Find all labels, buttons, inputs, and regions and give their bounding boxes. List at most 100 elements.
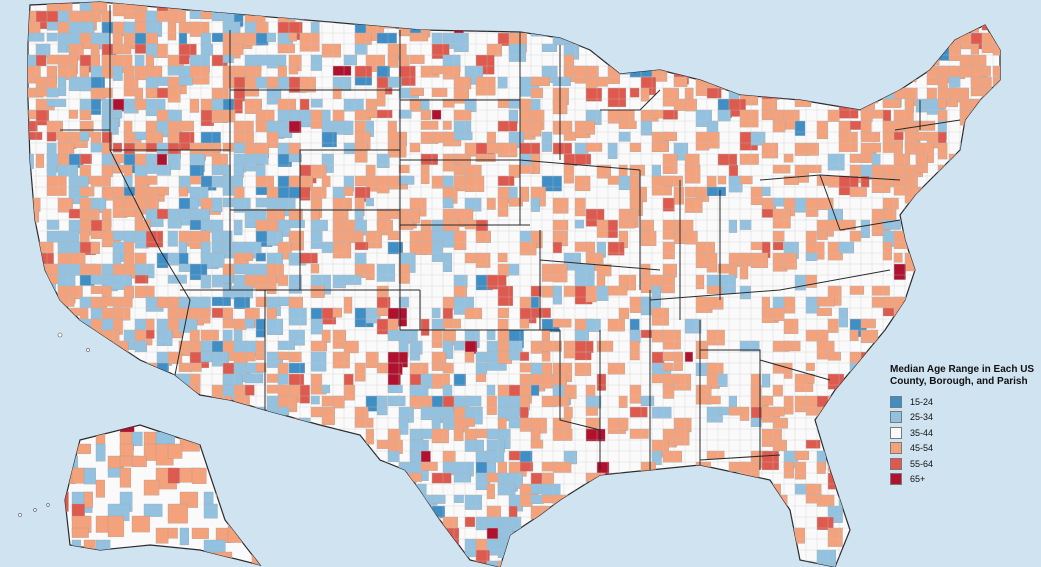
county-cell (167, 467, 180, 484)
county-cell (992, 230, 1000, 251)
county-cell (332, 208, 349, 222)
county-cell (849, 76, 870, 91)
county-cell (629, 527, 646, 544)
county-cell (354, 32, 372, 45)
county-cell (530, 307, 551, 318)
county-cell (387, 494, 408, 510)
county-cell (420, 549, 435, 567)
county-cell (871, 10, 888, 26)
county-cell (321, 439, 331, 451)
county-cell (464, 175, 485, 192)
county-cell (552, 197, 569, 214)
county-cell (200, 329, 219, 341)
county-cell (530, 439, 544, 449)
county-cell (343, 340, 359, 354)
county-cell (277, 274, 289, 286)
county-cell (277, 54, 287, 66)
county-cell (959, 549, 973, 559)
county-cell (112, 351, 127, 361)
county-cell (805, 2, 816, 9)
county-cell (134, 164, 148, 177)
county-cell (68, 109, 78, 119)
county-cell (904, 186, 923, 204)
county-cell (926, 54, 940, 66)
county-cell (651, 549, 662, 559)
county-cell (992, 153, 1000, 163)
county-cell (46, 527, 65, 546)
county-cell (761, 395, 774, 406)
county-cell (239, 443, 251, 456)
county-cell (310, 516, 322, 529)
county-cell (563, 164, 574, 184)
county-cell (838, 21, 852, 39)
county-cell (167, 503, 188, 524)
county-cell (255, 494, 272, 509)
county-cell (409, 560, 430, 567)
county-cell (453, 164, 467, 176)
county-cell (508, 43, 527, 62)
county-cell (992, 285, 1000, 297)
county-cell (574, 527, 586, 537)
county-cell (387, 483, 397, 495)
county-cell (574, 153, 592, 165)
county-cell (398, 560, 411, 567)
county-cell (57, 164, 78, 177)
county-cell (563, 32, 574, 44)
county-cell (442, 527, 460, 548)
county-cell (871, 54, 891, 71)
county-cell (618, 395, 628, 408)
county-cell (28, 120, 38, 132)
county-cell (398, 263, 410, 284)
county-cell (83, 491, 93, 508)
county-cell (409, 483, 427, 502)
county-cell (948, 98, 958, 108)
county-cell (596, 340, 614, 352)
county-cell (519, 560, 539, 567)
county-cell (398, 483, 411, 498)
county-cell (530, 2, 541, 19)
county-cell (167, 87, 181, 103)
county-cell (155, 425, 174, 431)
county-cell (992, 516, 1000, 530)
county-cell (1004, 209, 1016, 225)
county-cell (970, 505, 980, 515)
county-cell (442, 417, 456, 430)
county-cell (772, 439, 787, 452)
map-legend: Median Age Range in Each US County, Boro… (890, 364, 1035, 487)
county-cell (442, 538, 452, 556)
county-cell (596, 43, 615, 55)
county-cell (574, 197, 586, 217)
county-cell (497, 120, 518, 132)
county-cell (420, 153, 438, 165)
county-cell (915, 241, 930, 260)
county-cell (46, 472, 67, 485)
county-cell (574, 2, 586, 17)
county-cell (508, 197, 523, 207)
county-cell (143, 479, 160, 496)
county-cell (409, 505, 420, 525)
county-cell (46, 450, 55, 467)
county-cell (772, 120, 786, 133)
county-cell (288, 483, 303, 497)
legend-swatch (890, 442, 902, 455)
county-cell (563, 406, 573, 419)
county-cell (849, 505, 866, 515)
county-cell (783, 153, 794, 163)
county-cell (530, 560, 540, 567)
county-cell (464, 494, 482, 510)
county-cell (739, 153, 759, 165)
county-cell (871, 2, 883, 18)
county-cell (992, 142, 1000, 153)
county-cell (772, 505, 787, 518)
county-cell (915, 153, 928, 167)
county-cell (453, 472, 472, 483)
county-cell (420, 461, 438, 471)
county-cell (530, 87, 544, 98)
county-cell (541, 340, 562, 352)
county-cell (475, 230, 491, 243)
county-cell (772, 417, 788, 429)
county-cell (662, 329, 681, 350)
county-cell (772, 197, 785, 207)
county-cell (992, 98, 1000, 111)
